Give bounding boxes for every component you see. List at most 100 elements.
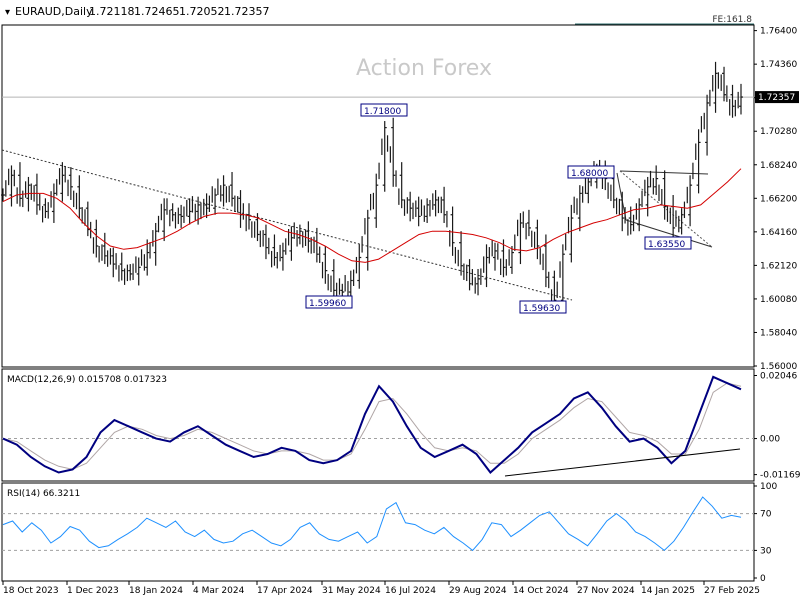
rsi-tick-label: 70 <box>760 510 772 520</box>
price-tick-label: 1.74360 <box>760 60 797 70</box>
svg-text:1.71800: 1.71800 <box>364 107 401 117</box>
price-bar <box>569 204 574 263</box>
price-bar <box>43 198 48 219</box>
svg-text:1.59960: 1.59960 <box>309 299 346 309</box>
header-arrow-icon: ▾ <box>5 7 10 18</box>
price-bar <box>213 188 218 215</box>
price-bar <box>51 183 56 223</box>
price-bar <box>365 209 370 271</box>
price-tick-label: 1.58040 <box>760 328 797 338</box>
price-labels: 1.71800 1.68000 1.63550 1.59960 1.59630 <box>305 103 692 314</box>
price-bar <box>442 186 447 223</box>
macd-tick-label: -0.011697 <box>760 471 800 481</box>
price-bar <box>187 198 192 225</box>
price-bar <box>280 242 285 271</box>
current-price-label: 1.72357 <box>758 93 795 103</box>
x-tick-label: 14 Jan 2025 <box>641 586 695 596</box>
price-bar <box>94 219 99 258</box>
price-bar <box>501 239 506 278</box>
price-bar <box>722 66 727 102</box>
macd-series <box>2 375 742 477</box>
price-bar <box>679 208 684 235</box>
price-bar <box>399 162 404 209</box>
price-bar <box>357 244 362 289</box>
price-bar <box>493 242 497 271</box>
price-bar <box>620 191 625 232</box>
price-tick-label: 1.60080 <box>760 295 797 305</box>
price-bar <box>111 247 116 278</box>
price-axis: 1.764001.743601.723201.702801.682401.662… <box>2 27 799 372</box>
price-bar <box>162 198 167 242</box>
header-symbol: EURAUD,Daily <box>15 5 93 18</box>
price-tick-label: 1.66200 <box>760 194 797 204</box>
price-bar <box>247 203 251 230</box>
macd-tick-label: 0.02046 <box>760 372 797 382</box>
price-bar <box>696 129 701 194</box>
price-series <box>1 61 743 312</box>
x-tick-label: 4 Mar 2024 <box>193 586 245 596</box>
price-bar <box>476 269 481 296</box>
price-bar <box>204 193 209 219</box>
price-bar <box>60 162 65 202</box>
price-bar <box>526 209 531 237</box>
price-tick-label: 1.76400 <box>760 27 797 37</box>
header-close: 1.72357 <box>224 5 270 18</box>
channel-bottom-line <box>625 219 713 248</box>
price-bar <box>662 170 667 220</box>
rsi-tick-label: 0 <box>760 574 766 584</box>
price-panel <box>1 24 755 368</box>
price-level-label: 1.68000 <box>567 165 615 179</box>
x-tick-label: 27 Feb 2025 <box>704 586 760 596</box>
svg-text:1.63550: 1.63550 <box>648 240 685 250</box>
price-bar <box>391 117 396 187</box>
header-open: 1.72118 <box>89 5 135 18</box>
price-tick-label: 1.56000 <box>760 362 797 372</box>
price-bar <box>730 84 735 118</box>
rsi-label: RSI(14) 66.3211 <box>7 489 80 499</box>
watermark: Action Forex <box>356 56 492 81</box>
price-bar <box>518 213 523 265</box>
price-tick-label: 1.64160 <box>760 228 797 238</box>
macd-tick-label: 0.00 <box>760 435 780 445</box>
price-bar <box>323 245 328 284</box>
price-bar <box>306 221 311 253</box>
price-bar <box>645 176 650 217</box>
price-bar <box>170 203 175 222</box>
macd-line <box>2 375 742 474</box>
price-bar <box>654 165 659 196</box>
price-bar <box>297 224 302 245</box>
price-bar <box>713 61 718 113</box>
fe-label: FE:161.8 <box>712 15 752 25</box>
price-bar <box>153 222 158 266</box>
price-level-label: 1.59630 <box>519 300 567 314</box>
svg-text:1.68000: 1.68000 <box>571 169 608 179</box>
price-level-label: 1.63550 <box>644 236 692 250</box>
price-tick-label: 1.70280 <box>760 127 797 137</box>
price-bar <box>119 252 124 281</box>
price-bar <box>17 162 22 207</box>
header-low: 1.72052 <box>179 5 225 18</box>
rsi-tick-label: 100 <box>760 482 777 492</box>
price-bar <box>408 191 413 222</box>
macd-panel <box>1 368 755 482</box>
price-bar <box>450 206 455 256</box>
rsi-axis: 100 70 30 0 <box>2 482 777 584</box>
price-bar <box>577 185 582 232</box>
price-bar <box>136 257 141 286</box>
price-bar <box>289 226 294 261</box>
rsi-tick-label: 30 <box>760 546 772 556</box>
x-tick-label: 27 Nov 2024 <box>577 586 635 596</box>
rsi-line <box>2 496 742 552</box>
price-bar <box>637 198 642 232</box>
price-bar <box>459 231 464 276</box>
macd-signal-line <box>2 382 742 470</box>
price-tick-label: 1.62120 <box>760 261 797 271</box>
price-bar <box>102 232 107 265</box>
price-bar <box>179 204 184 228</box>
price-bar <box>263 224 268 260</box>
price-bar <box>467 259 472 291</box>
price-bar <box>331 259 336 301</box>
rsi-series <box>2 496 742 552</box>
